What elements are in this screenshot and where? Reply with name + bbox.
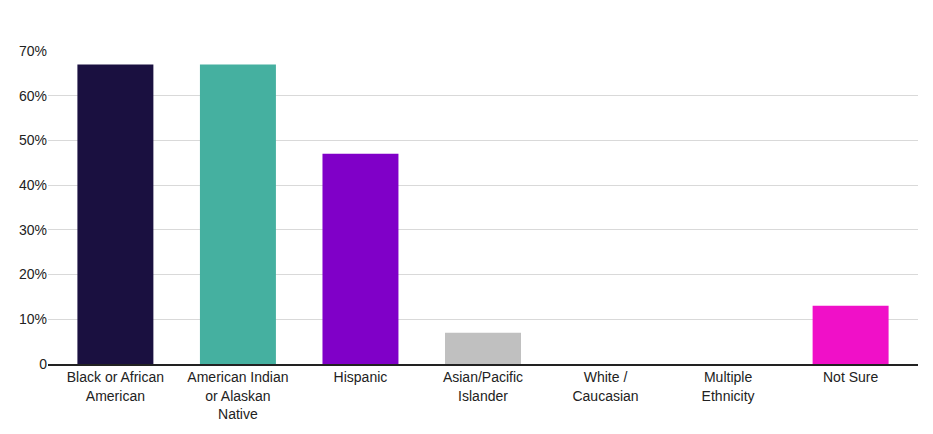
svg-text:White /Caucasian: White /Caucasian <box>572 369 638 403</box>
svg-text:Hispanic: Hispanic <box>334 369 388 385</box>
svg-text:American Indianor AlaskanNativ: American Indianor AlaskanNative <box>187 369 288 421</box>
svg-text:MultipleEthnicity: MultipleEthnicity <box>702 369 755 403</box>
svg-text:0: 0 <box>39 356 47 372</box>
svg-text:50%: 50% <box>19 132 47 148</box>
svg-text:Not Sure: Not Sure <box>823 369 878 385</box>
svg-text:40%: 40% <box>19 177 47 193</box>
svg-text:60%: 60% <box>19 88 47 104</box>
svg-text:70%: 70% <box>19 43 47 59</box>
svg-text:20%: 20% <box>19 266 47 282</box>
svg-text:Asian/PacificIslander: Asian/PacificIslander <box>443 369 523 403</box>
svg-text:Black or AfricanAmerican: Black or AfricanAmerican <box>67 369 164 403</box>
svg-text:10%: 10% <box>19 311 47 327</box>
svg-text:30%: 30% <box>19 222 47 238</box>
